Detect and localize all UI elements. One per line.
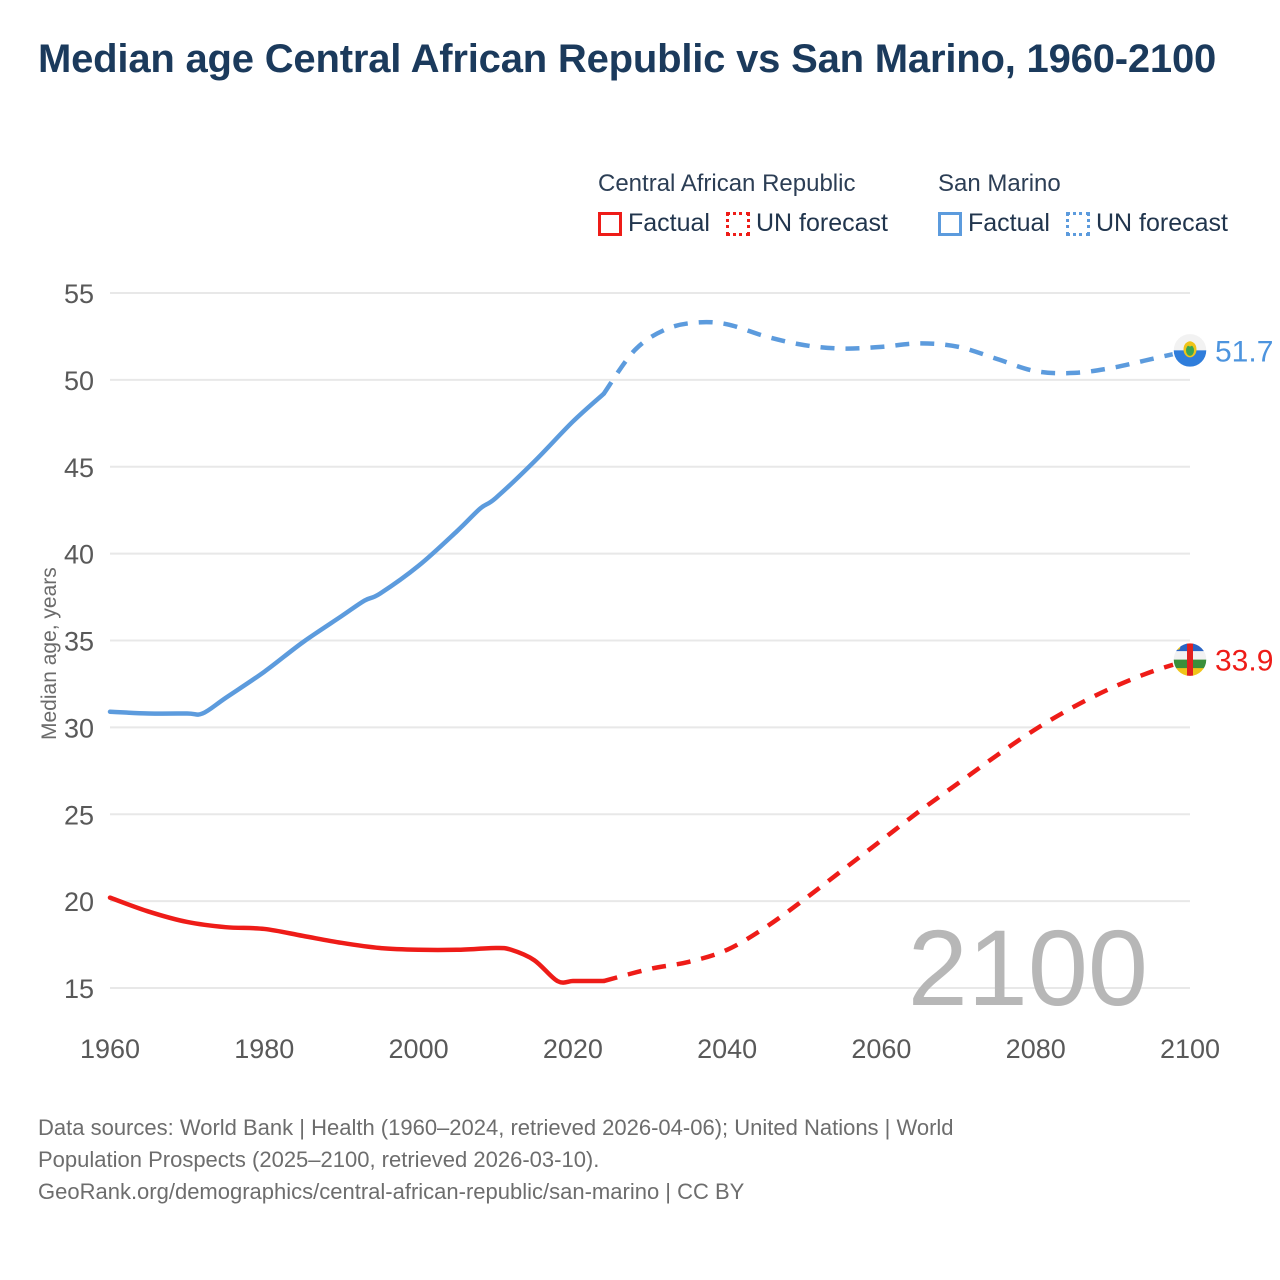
chart-footer: Data sources: World Bank | Health (1960–… bbox=[38, 1112, 1238, 1208]
y-tick-label: 35 bbox=[64, 627, 94, 657]
series-line-factual bbox=[107, 895, 606, 985]
x-tick-label: 2100 bbox=[1160, 1034, 1220, 1064]
legend-swatch-dotted-icon bbox=[725, 211, 750, 236]
y-tick-label: 15 bbox=[64, 974, 94, 1004]
legend-item-sm-forecast[interactable]: UN forecast bbox=[1065, 209, 1228, 237]
footer-attribution-line: GeoRank.org/demographics/central-african… bbox=[38, 1178, 745, 1204]
legend-group-central-african-republic: Central African Republic Factual UN fore… bbox=[598, 172, 888, 236]
legend-item-label: UN forecast bbox=[755, 209, 888, 237]
year-watermark: 2100 bbox=[908, 907, 1148, 1028]
y-tick-label: 20 bbox=[64, 887, 94, 917]
x-tick-label: 2000 bbox=[389, 1034, 449, 1064]
y-tick-label: 50 bbox=[64, 366, 94, 396]
legend-item-label: UN forecast bbox=[1095, 209, 1228, 237]
chart-y-tick-labels: 15 20 25 30 35 40 45 50 55 bbox=[64, 279, 94, 1004]
legend-group-san-marino: San Marino Factual UN forecast bbox=[938, 172, 1228, 236]
legend-item-sm-factual[interactable]: Factual bbox=[938, 211, 1050, 236]
chart-series-layer bbox=[107, 319, 1191, 985]
legend-item-label: Factual bbox=[968, 209, 1050, 237]
legend-item-car-forecast[interactable]: UN forecast bbox=[725, 209, 888, 237]
chart-legend: Central African Republic Factual UN fore… bbox=[598, 172, 1258, 254]
y-tick-label: 45 bbox=[64, 453, 94, 483]
series-line-factual bbox=[107, 391, 606, 717]
legend-group-title: San Marino bbox=[938, 170, 1061, 197]
san-marino-flag-marker bbox=[1172, 332, 1208, 369]
legend-item-label: Factual bbox=[628, 209, 710, 237]
y-tick-label: 25 bbox=[64, 800, 94, 830]
y-tick-label: 40 bbox=[64, 540, 94, 570]
legend-swatch-dotted-icon bbox=[1065, 211, 1090, 236]
x-tick-label: 2060 bbox=[851, 1034, 911, 1064]
y-tick-label: 55 bbox=[64, 279, 94, 309]
legend-swatch-solid-icon bbox=[938, 211, 962, 236]
footer-source-line-2: Population Prospects (2025–2100, retriev… bbox=[38, 1146, 600, 1172]
line-chart-svg: 15 20 25 30 35 40 45 50 55 1960 1980 2000 2020 2040 2… bbox=[38, 279, 1273, 1064]
series-line-forecast bbox=[603, 657, 1191, 984]
x-tick-label: 2040 bbox=[697, 1034, 757, 1064]
x-tick-label: 1960 bbox=[80, 1034, 140, 1064]
x-tick-label: 2020 bbox=[543, 1034, 603, 1064]
chart-plot-area: 15 20 25 30 35 40 45 50 55 1960 1980 2000 2020 2040 2… bbox=[38, 279, 1273, 1064]
x-tick-label: 1980 bbox=[234, 1034, 294, 1064]
legend-group-title: Central African Republic bbox=[598, 170, 856, 197]
central-african-republic-flag-marker bbox=[1172, 641, 1208, 678]
y-axis-title: Median age, years bbox=[38, 567, 61, 740]
page-title: Median age Central African Republic vs S… bbox=[38, 37, 1217, 81]
legend-swatch-solid-icon bbox=[598, 211, 622, 236]
central-african-republic-end-value: 33.9 bbox=[1215, 645, 1273, 678]
y-tick-label: 30 bbox=[64, 713, 94, 743]
san-marino-end-value: 51.7 bbox=[1215, 335, 1273, 368]
footer-source-line-1: Data sources: World Bank | Health (1960–… bbox=[38, 1115, 954, 1140]
chart-x-tick-labels: 1960 1980 2000 2020 2040 2060 2080 2100 bbox=[80, 1034, 1220, 1064]
legend-item-car-factual[interactable]: Factual bbox=[598, 211, 710, 236]
chart-gridlines bbox=[110, 292, 1190, 989]
x-tick-label: 2080 bbox=[1006, 1034, 1066, 1064]
series-line-forecast bbox=[601, 319, 1191, 396]
